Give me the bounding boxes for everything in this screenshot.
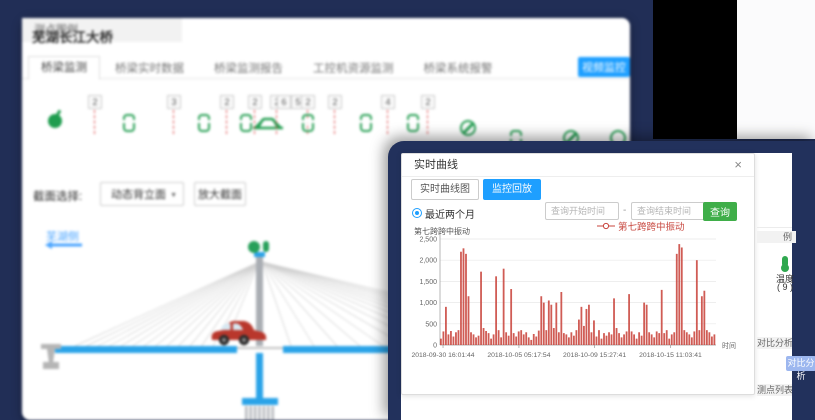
tower-sensor-icon2 xyxy=(263,241,269,252)
legend-panel-title: 测点图例 xyxy=(22,18,182,42)
chart-legend: 第七跨跨中振动 xyxy=(597,219,685,233)
svg-text:2,500: 2,500 xyxy=(419,237,437,244)
strip-divider xyxy=(757,227,792,228)
section-select-label: 截面选择: xyxy=(33,191,83,203)
section-select-value: 动态背立面 xyxy=(111,189,166,201)
radio-last-two-months[interactable] xyxy=(412,208,422,218)
enlarge-section-button[interactable]: 放大截面 xyxy=(194,182,246,206)
tab-桥梁系统报警[interactable]: 桥梁系统报警 xyxy=(423,63,493,75)
sensor-marker-line xyxy=(387,110,388,134)
sensor-count-badge: 2 xyxy=(421,95,435,109)
sensor-marker-line xyxy=(276,110,277,134)
section-select[interactable]: 动态背立面 ▼ xyxy=(100,182,184,206)
sensor-count-badge: 2 xyxy=(88,95,102,109)
chain-sensor-icon xyxy=(359,114,373,132)
sensor-marker-line xyxy=(94,110,95,134)
dialog-tabs: 实时曲线图 监控回放 xyxy=(411,179,541,200)
thermometer-icon xyxy=(781,256,789,272)
truss-icon xyxy=(253,117,283,130)
chain-sensor-icon xyxy=(239,114,253,132)
sensor-marker-line xyxy=(427,110,428,134)
bridge-deck-left xyxy=(55,346,237,353)
left-pier xyxy=(41,344,61,369)
svg-text:时间: 时间 xyxy=(722,341,736,350)
dialog-title: 实时曲线 xyxy=(414,159,458,171)
svg-text:2,000: 2,000 xyxy=(419,258,437,265)
sensor-count-badge: 4 xyxy=(381,95,395,109)
tab-工控机资源监测[interactable]: 工控机资源监测 xyxy=(313,63,394,75)
legend-text: 第七跨跨中振动 xyxy=(618,222,685,233)
no-entry-icon xyxy=(460,120,476,136)
wuhu-side-label: 芜湖侧 xyxy=(46,231,79,243)
chain-sensor-icon xyxy=(197,114,211,132)
page-title: 芜湖长江大桥 xyxy=(32,30,113,45)
car xyxy=(211,321,267,346)
sensor-count-badge: 6 xyxy=(277,95,291,109)
svg-text:2018-10-09 15:27:41: 2018-10-09 15:27:41 xyxy=(563,352,626,359)
sensor-marker-line xyxy=(254,110,255,134)
tab-桥梁实时数据[interactable]: 桥梁实时数据 xyxy=(115,63,184,75)
list-panel-header: 测点列表 xyxy=(757,384,792,396)
sensor-count-badge: 2 xyxy=(328,95,342,109)
sensor-marker-line xyxy=(173,110,174,134)
vibration-chart: 第七跨跨中振动 0 500 1,000 1,500 2,000 2,500 2018-09-3… xyxy=(411,226,736,359)
sensor-count-badge: 2 xyxy=(248,95,262,109)
black-region xyxy=(653,0,737,139)
end-time-input[interactable] xyxy=(631,202,707,220)
back-tabs: 桥梁监测 桥梁实时数据 桥梁监测报告 工控机资源监测 桥梁系统报警 xyxy=(28,56,508,80)
sensor-strip: 23222652242 xyxy=(22,18,630,158)
svg-text:500: 500 xyxy=(425,321,437,328)
compare-panel-header: 对比分析 xyxy=(757,337,792,349)
sensor-count-badge: 2 xyxy=(220,95,234,109)
tab-divider xyxy=(22,78,630,79)
chain-sensor-icon xyxy=(406,114,420,132)
start-time-input[interactable] xyxy=(545,202,619,220)
background-window-fragment xyxy=(737,0,815,139)
svg-text:2018-10-15 11:03:41: 2018-10-15 11:03:41 xyxy=(639,352,702,359)
svg-text:0: 0 xyxy=(433,343,437,350)
temperature-count: ( 9 ) xyxy=(776,282,793,292)
dialog-tab-实时曲线图[interactable]: 实时曲线图 xyxy=(411,179,479,200)
legend-marker-icon xyxy=(597,222,615,230)
tab-桥梁监测报告[interactable]: 桥梁监测报告 xyxy=(214,63,283,75)
close-icon[interactable]: × xyxy=(734,157,742,172)
chevron-down-icon: ▼ xyxy=(170,192,177,199)
range-separator: - xyxy=(623,205,627,216)
sensor-count-badge: 2 xyxy=(301,95,315,109)
sensor-marker-line xyxy=(226,110,227,134)
dialog-header: 实时曲线 × xyxy=(402,154,754,177)
svg-text:第七跨跨中振动: 第七跨跨中振动 xyxy=(414,226,470,236)
compare-button[interactable]: 对比分析 xyxy=(786,356,815,381)
radio-label: 最近两个月 xyxy=(425,210,475,221)
tower-sensor-icon xyxy=(248,241,260,253)
svg-text:2018-09-30 16:01:44: 2018-09-30 16:01:44 xyxy=(411,352,474,359)
chain-sensor-icon xyxy=(122,114,136,132)
svg-text:1,500: 1,500 xyxy=(419,279,437,286)
legend-panel: 测点图例 xyxy=(22,18,182,78)
legend-panel-header-fragment: 例 xyxy=(757,231,796,243)
svg-text:1,000: 1,000 xyxy=(419,300,437,307)
gauge-icon xyxy=(48,114,62,128)
sensor-count-badge: 3 xyxy=(167,95,181,109)
left-arrow-icon xyxy=(45,241,82,249)
tab-桥梁监测[interactable]: 桥梁监测 xyxy=(28,56,100,80)
chain-sensor-icon xyxy=(301,114,315,132)
svg-text:2018-10-05 05:17:54: 2018-10-05 05:17:54 xyxy=(487,352,550,359)
bridge-tower xyxy=(256,256,263,346)
video-monitor-button[interactable]: 视频监控 xyxy=(578,57,630,77)
dialog-tab-监控回放[interactable]: 监控回放 xyxy=(483,179,541,200)
temperature-label: 温度 xyxy=(775,274,794,284)
sensor-marker-line xyxy=(334,110,335,134)
query-button[interactable]: 查询 xyxy=(703,202,737,221)
